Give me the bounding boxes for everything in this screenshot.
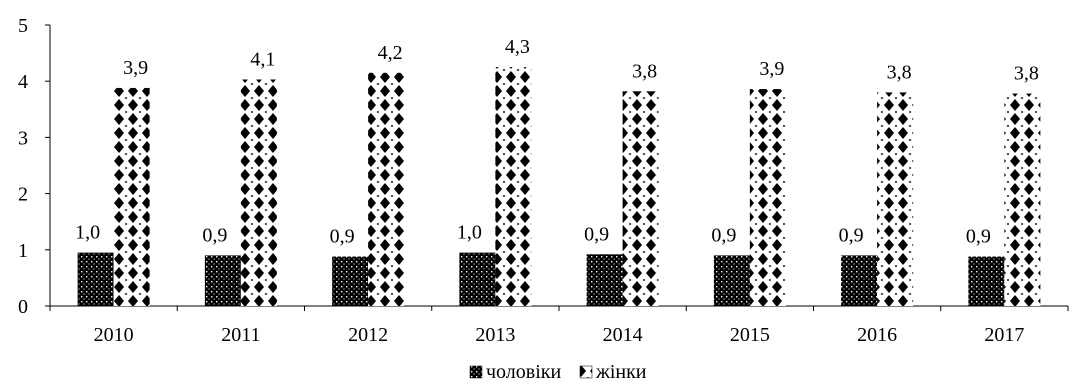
- data-label: 0,9: [584, 223, 609, 245]
- data-label: 0,9: [202, 224, 227, 246]
- bar-cholovik: [713, 255, 750, 306]
- data-label: 4,2: [378, 42, 403, 64]
- legend-swatch-cholovik: [469, 365, 483, 379]
- y-tick-label: 5: [18, 15, 28, 37]
- bar-zhinky: [622, 91, 659, 306]
- bar-cholovik: [968, 256, 1005, 306]
- data-labels: 1,0 0,9 0,9 1,0 0,9 0,9 0,9 0,9 3,9 4,1 4,2 4,3 3,8 3…: [75, 36, 1039, 247]
- data-label: 4,3: [505, 36, 530, 58]
- bars: [77, 67, 1041, 307]
- y-tick-label: 4: [18, 71, 28, 93]
- data-label: 1,0: [457, 222, 482, 244]
- y-tick-label: 1: [18, 240, 28, 262]
- y-tick-label: 2: [18, 184, 28, 206]
- data-label: 1,0: [75, 222, 100, 244]
- bar-cholovik: [841, 255, 878, 306]
- bar-cholovik: [586, 254, 623, 306]
- legend-label-zhinky: жінки: [595, 361, 647, 383]
- bar-cholovik: [459, 252, 496, 306]
- bar-cholovik: [332, 256, 369, 306]
- data-label: 0,9: [839, 224, 864, 246]
- x-tick-label: 2011: [221, 324, 260, 346]
- bar-zhinky: [495, 67, 532, 307]
- bar-zhinky: [113, 87, 150, 306]
- data-label: 3,8: [1014, 63, 1039, 85]
- bar-zhinky: [877, 92, 914, 306]
- legend: чоловіки жінки: [469, 361, 647, 383]
- x-tick-label: 2014: [603, 324, 643, 346]
- data-label: 0,9: [330, 226, 355, 248]
- bar-zhinky: [240, 79, 277, 306]
- data-label: 3,8: [632, 60, 657, 82]
- data-label: 4,1: [250, 49, 275, 71]
- data-label: 0,9: [966, 226, 991, 248]
- data-label: 3,8: [887, 61, 912, 83]
- x-tick-label: 2013: [475, 324, 515, 346]
- legend-swatch-zhinky: [579, 365, 593, 379]
- bar-zhinky: [1004, 93, 1041, 307]
- bar-cholovik: [204, 255, 241, 306]
- bar-cholovik: [77, 252, 114, 306]
- data-label: 3,9: [759, 58, 784, 80]
- y-tick-label: 0: [18, 296, 28, 318]
- bar-zhinky: [749, 89, 786, 307]
- data-label: 0,9: [711, 224, 736, 246]
- legend-label-cholovik: чоловіки: [486, 361, 561, 383]
- x-tick-label: 2016: [857, 324, 897, 346]
- x-tick-label: 2012: [348, 324, 388, 346]
- x-tick-label: 2015: [730, 324, 770, 346]
- x-tick-label: 2010: [94, 324, 134, 346]
- bar-zhinky: [368, 72, 405, 307]
- y-tick-label: 3: [18, 127, 28, 149]
- data-label: 3,9: [123, 57, 148, 79]
- x-tick-label: 2017: [984, 324, 1024, 346]
